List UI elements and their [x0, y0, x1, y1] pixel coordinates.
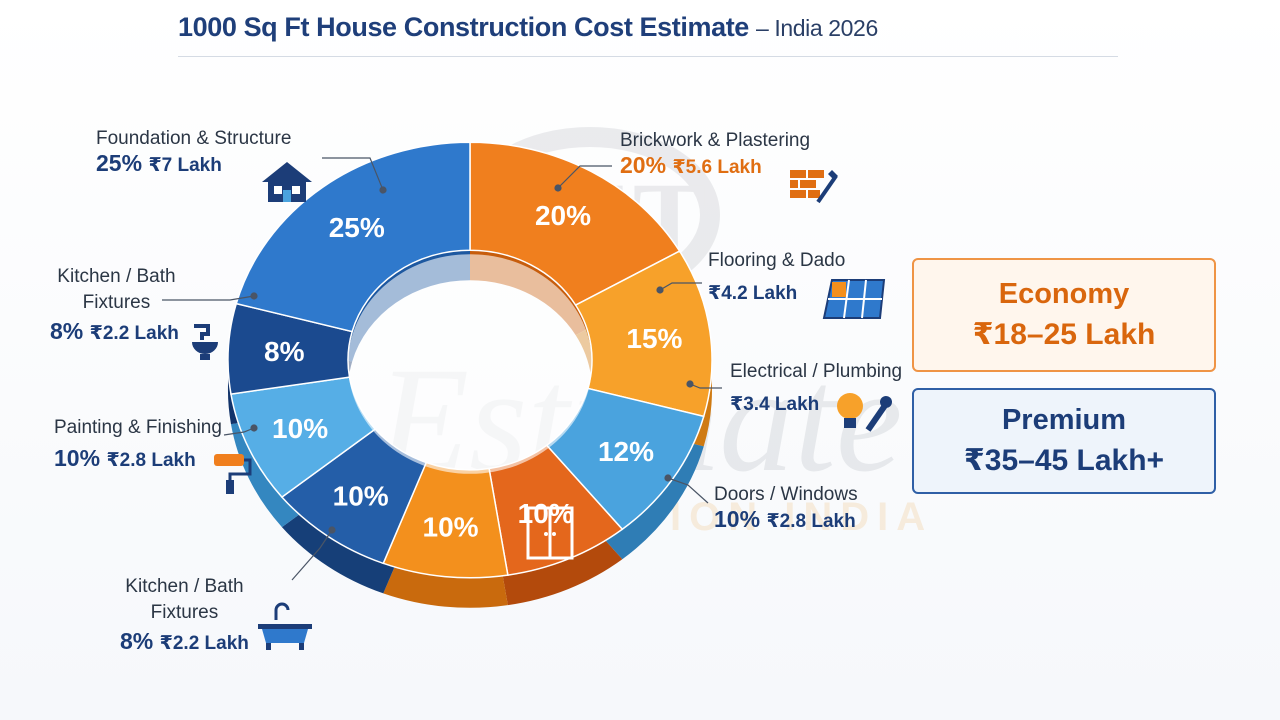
label-kitchen-top-name1: Kitchen / Bath	[57, 266, 176, 287]
bathtub-icon	[258, 602, 312, 650]
label-brickwork-amt: ₹5.6 Lakh	[672, 157, 762, 178]
label-kitchen-bottom-pct: 8%	[120, 628, 154, 654]
economy-name: Economy	[998, 278, 1130, 310]
label-foundation: Foundation & Structure 25% ₹7 Lakh	[96, 128, 291, 177]
economy-range: ₹18–25 Lakh	[972, 318, 1156, 351]
leader-doors	[667, 477, 709, 504]
leader-dot-kitchen-top	[250, 292, 258, 300]
label-kitchen-top-pct: 8%	[50, 318, 84, 344]
label-painting-pct: 10%	[54, 445, 101, 471]
leader-dot-kitchen-bottom	[328, 526, 336, 534]
tiles-icon	[822, 279, 886, 319]
label-flooring-name: Flooring & Dado	[708, 250, 846, 271]
label-foundation-name: Foundation & Structure	[96, 128, 292, 149]
slice-8	[235, 141, 471, 333]
slice-label-4: 10%	[423, 511, 479, 542]
label-foundation-pct: 25%	[96, 150, 143, 176]
house-icon	[262, 162, 312, 202]
label-painting-amt: ₹2.8 Lakh	[106, 450, 196, 471]
door-icon	[526, 506, 574, 560]
premium-name: Premium	[1001, 404, 1127, 436]
label-foundation-amt: ₹7 Lakh	[148, 155, 222, 176]
label-kitchen-top: Kitchen / Bath Fixtures 8% ₹2.2 Lakh	[50, 266, 179, 345]
label-doors: Doors / Windows 10% ₹2.8 Lakh	[714, 484, 858, 533]
slice-label-1: 15%	[626, 323, 682, 354]
leader-flooring	[659, 282, 702, 291]
leader-dot-electrical	[686, 380, 694, 388]
donut-slices	[227, 141, 713, 579]
premium-range: ₹35–45 Lakh+	[963, 444, 1165, 477]
title-sub: – India 2026	[756, 15, 878, 41]
label-kitchen-top-amt: ₹2.2 Lakh	[89, 323, 179, 344]
leader-dot-foundation	[379, 186, 387, 194]
label-brickwork-pct: 20%	[620, 152, 667, 178]
label-doors-amt: ₹2.8 Lakh	[766, 511, 856, 532]
leader-kitchen-bottom	[291, 529, 333, 581]
label-kitchen-top-name2: Fixtures	[82, 292, 151, 313]
leader-foundation	[322, 157, 384, 191]
slice-label-0: 20%	[535, 200, 591, 231]
slice-label-7: 8%	[264, 336, 305, 367]
leader-brickwork	[557, 165, 612, 189]
label-painting-name: Painting & Finishing	[54, 417, 222, 438]
slice-label-2: 12%	[598, 436, 654, 467]
chart-title: 1000 Sq Ft House Construction Cost Estim…	[178, 12, 1078, 43]
leader-lines	[162, 157, 722, 581]
label-doors-name: Doors / Windows	[714, 484, 858, 505]
paint-roller-icon	[214, 454, 252, 494]
label-painting: Painting & Finishing 10% ₹2.8 Lakh	[54, 417, 222, 472]
leader-dot-brickwork	[554, 184, 562, 192]
label-kitchen-bottom-amt: ₹2.2 Lakh	[159, 633, 249, 654]
slice-label-5: 10%	[333, 480, 389, 511]
label-electrical-amt: ₹3.4 Lakh	[730, 394, 820, 415]
label-brickwork-name: Brickwork & Plastering	[620, 130, 811, 151]
label-brickwork: Brickwork & Plastering 20% ₹5.6 Lakh	[620, 130, 810, 179]
leader-dot-doors	[664, 474, 672, 482]
bricks-trowel-icon	[790, 170, 838, 204]
slice-label-3: 10%	[518, 498, 574, 529]
leader-dot-flooring	[656, 286, 664, 294]
leader-dot-painting	[250, 424, 258, 432]
slice-label-8: 25%	[329, 212, 385, 243]
economy-box: Economy ₹18–25 Lakh	[912, 258, 1216, 372]
leader-kitchen-top	[162, 295, 255, 301]
label-kitchen-bottom-name2: Fixtures	[150, 602, 219, 623]
slice-percent-labels: 20% 15% 12% 10% 10% 10% 10% 8% 25%	[264, 200, 683, 560]
label-flooring-amt: ₹4.2 Lakh	[708, 283, 798, 304]
title-main: 1000 Sq Ft House Construction Cost Estim…	[178, 12, 749, 42]
label-flooring: Flooring & Dado ₹4.2 Lakh	[708, 250, 845, 305]
label-electrical-name: Electrical / Plumbing	[730, 361, 903, 382]
label-doors-pct: 10%	[714, 506, 761, 532]
slice-label-6: 10%	[272, 413, 328, 444]
slice-0	[469, 141, 681, 307]
label-kitchen-bottom: Kitchen / Bath Fixtures 8% ₹2.2 Lakh	[120, 576, 249, 655]
title-divider	[178, 56, 1118, 57]
premium-box: Premium ₹35–45 Lakh+	[912, 388, 1216, 494]
label-electrical: Electrical / Plumbing ₹3.4 Lakh	[730, 361, 902, 416]
bulb-wrench-icon	[837, 393, 892, 432]
tap-icon	[192, 324, 218, 360]
donut-hole	[348, 254, 592, 474]
label-kitchen-bottom-name1: Kitchen / Bath	[125, 576, 244, 597]
